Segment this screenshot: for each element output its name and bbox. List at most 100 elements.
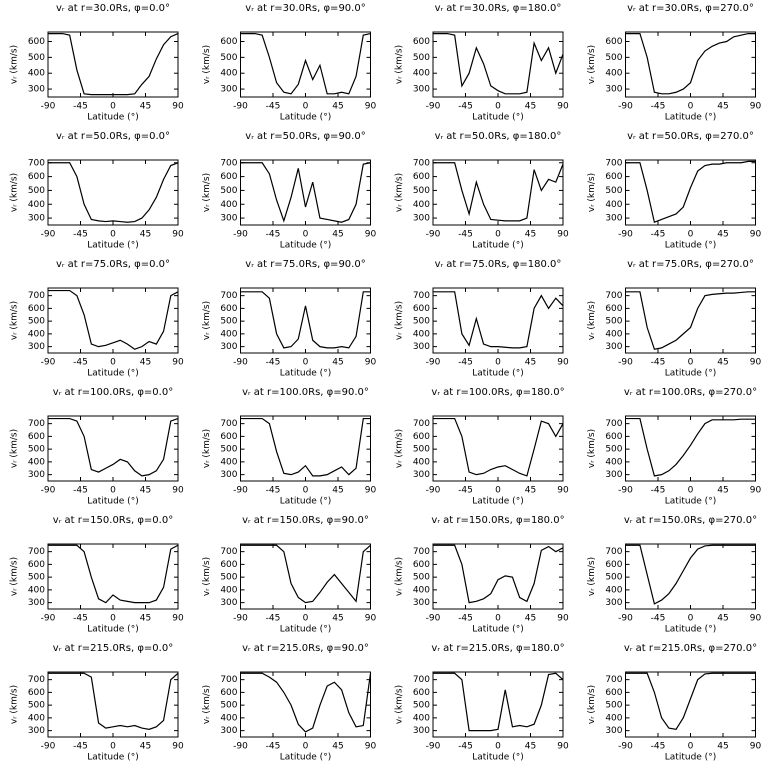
panel-title: vᵣ at r=100.0Rs, φ=0.0°	[53, 387, 173, 398]
x-tick-label: 90	[750, 742, 762, 752]
data-line	[240, 417, 371, 477]
x-axis-label: Latitude (°)	[280, 625, 331, 635]
x-axis-label: Latitude (°)	[280, 113, 331, 123]
panel-title: vᵣ at r=150.0Rs, φ=180.0°	[431, 515, 564, 526]
x-tick-label: 45	[717, 230, 728, 240]
y-tick-label: 400	[413, 585, 430, 595]
y-tick-label: 300	[413, 598, 430, 608]
x-tick-label: -45	[458, 358, 473, 368]
panel-title: vᵣ at r=150.0Rs, φ=270.0°	[624, 515, 757, 526]
y-tick-label: 400	[220, 329, 237, 339]
panel: vᵣ at r=100.0Rs, φ=90.0° -90 -45 0 45 90 300 40…	[202, 387, 376, 507]
x-tick-label: -90	[233, 230, 248, 240]
y-tick-label: 600	[605, 432, 622, 442]
x-tick-label: 0	[110, 742, 116, 752]
x-tick-label: 90	[172, 230, 184, 240]
y-tick-label: 500	[605, 445, 622, 455]
x-tick-label: -45	[73, 102, 88, 112]
x-tick-label: -90	[41, 742, 56, 752]
x-tick-label: 0	[495, 230, 501, 240]
data-line	[625, 291, 756, 350]
x-tick-label: 0	[110, 614, 116, 624]
x-tick-label: 90	[557, 102, 569, 112]
y-tick-label: 400	[605, 585, 622, 595]
x-tick-label: -90	[233, 358, 248, 368]
x-tick-label: 45	[525, 742, 536, 752]
panel: vᵣ at r=30.0Rs, φ=90.0° -90 -45 0 45 90 300 400…	[202, 3, 376, 123]
plot-frame	[625, 543, 756, 610]
x-tick-label: 90	[365, 230, 377, 240]
y-tick-label: 300	[605, 342, 622, 352]
x-tick-label: -90	[41, 486, 56, 496]
y-tick-label: 600	[605, 304, 622, 314]
x-tick-label: 45	[332, 102, 343, 112]
x-axis-label: Latitude (°)	[472, 497, 523, 507]
panel-title: vᵣ at r=50.0Rs, φ=90.0°	[245, 131, 365, 142]
y-tick-label: 400	[605, 329, 622, 339]
y-axis-label: vᵣ (km/s)	[202, 45, 212, 84]
x-tick-label: 90	[365, 486, 377, 496]
y-axis-label: vᵣ (km/s)	[587, 45, 597, 84]
y-tick-label: 500	[220, 445, 237, 455]
x-tick-label: 0	[688, 102, 694, 112]
x-tick-label: 0	[303, 742, 309, 752]
plot-frame	[240, 287, 371, 354]
x-axis-label: Latitude (°)	[87, 497, 138, 507]
panel: vᵣ at r=50.0Rs, φ=0.0° -90 -45 0 45 90 300 400 5…	[10, 131, 184, 251]
data-line	[48, 417, 179, 477]
panel: vᵣ at r=50.0Rs, φ=180.0° -90 -45 0 45 90 300 40…	[395, 131, 569, 251]
x-tick-label: 45	[140, 614, 151, 624]
y-tick-label: 600	[220, 432, 237, 442]
x-tick-label: 45	[140, 102, 151, 112]
x-tick-label: 45	[332, 742, 343, 752]
x-axis-label: Latitude (°)	[472, 241, 523, 251]
x-axis-label: Latitude (°)	[280, 753, 331, 763]
panel-title: vᵣ at r=100.0Rs, φ=180.0°	[431, 387, 564, 398]
panel-title: vᵣ at r=215.0Rs, φ=0.0°	[53, 643, 173, 654]
y-tick-label: 500	[28, 53, 45, 63]
y-tick-label: 500	[28, 573, 45, 583]
x-axis-label: Latitude (°)	[280, 369, 331, 379]
data-line	[433, 162, 564, 222]
x-tick-label: -45	[651, 486, 666, 496]
x-tick-label: 90	[750, 614, 762, 624]
x-axis-label: Latitude (°)	[280, 241, 331, 251]
y-tick-label: 600	[28, 304, 45, 314]
y-tick-label: 600	[413, 560, 430, 570]
y-tick-label: 600	[28, 688, 45, 698]
x-tick-label: 90	[750, 486, 762, 496]
data-line	[625, 160, 756, 224]
y-tick-label: 500	[28, 701, 45, 711]
x-tick-label: 45	[717, 486, 728, 496]
plot-frame	[625, 159, 756, 226]
y-tick-label: 700	[605, 291, 622, 301]
x-tick-label: -90	[233, 486, 248, 496]
x-tick-label: -45	[458, 102, 473, 112]
x-axis-label: Latitude (°)	[665, 625, 716, 635]
y-axis-label: vᵣ (km/s)	[10, 557, 20, 596]
y-tick-label: 700	[220, 547, 237, 557]
y-tick-label: 300	[605, 85, 622, 95]
panel-title: vᵣ at r=215.0Rs, φ=180.0°	[431, 643, 564, 654]
y-tick-label: 300	[413, 342, 430, 352]
x-tick-label: 45	[525, 102, 536, 112]
x-tick-label: 0	[303, 614, 309, 624]
x-tick-label: 45	[717, 358, 728, 368]
plot-frame	[240, 671, 371, 738]
y-tick-label: 400	[605, 457, 622, 467]
panel: vᵣ at r=215.0Rs, φ=0.0° -90 -45 0 45 90 300 400…	[10, 643, 184, 763]
y-tick-label: 400	[220, 69, 237, 79]
y-tick-label: 500	[28, 317, 45, 327]
data-line	[240, 162, 371, 223]
y-tick-label: 400	[413, 713, 430, 723]
x-tick-label: 45	[140, 486, 151, 496]
x-tick-label: 90	[172, 742, 184, 752]
panel-title: vᵣ at r=30.0Rs, φ=270.0°	[627, 3, 754, 14]
y-tick-label: 600	[413, 432, 430, 442]
data-line	[625, 672, 756, 731]
y-tick-label: 500	[413, 445, 430, 455]
y-tick-label: 500	[605, 53, 622, 63]
y-tick-label: 500	[413, 701, 430, 711]
panel: vᵣ at r=30.0Rs, φ=180.0° -90 -45 0 45 90 300 40…	[395, 3, 569, 123]
